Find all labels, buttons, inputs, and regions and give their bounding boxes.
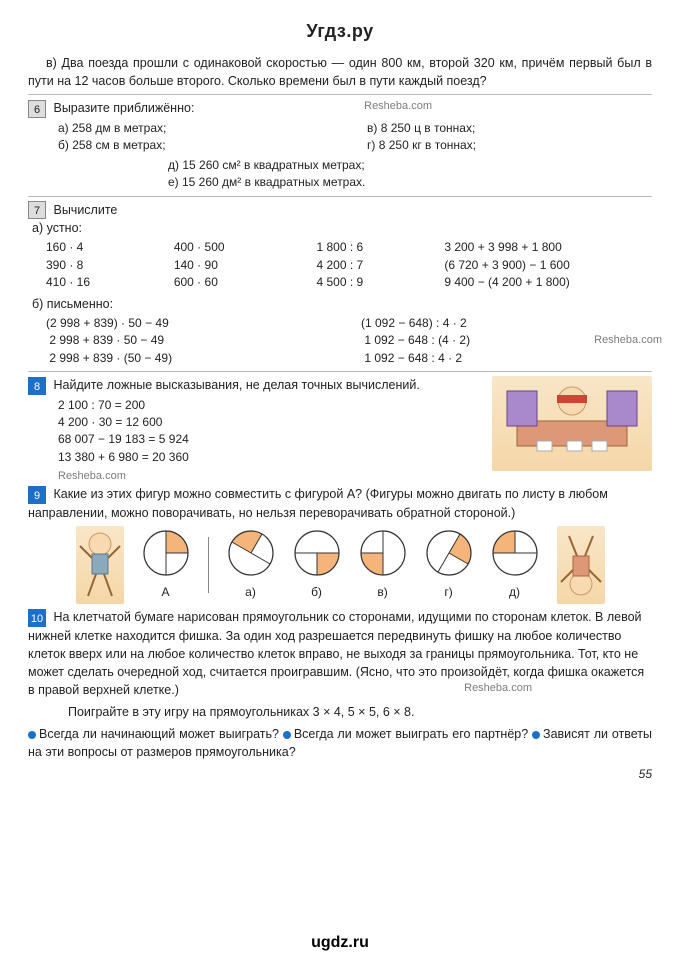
watermark-3: Resheba.com: [58, 470, 126, 482]
problem-6: 6 Выразите приближённо: Resheba.com а) 2…: [28, 99, 652, 191]
site-header: Угдз.ру: [28, 18, 652, 44]
problem-9: 9 Какие из этих фигур можно совместить с…: [28, 485, 652, 522]
p7-a-label: а) устно:: [32, 219, 652, 237]
p7-right: (1 092 − 648) : 4 · 2 1 092 − 648 : (4 ·…: [361, 315, 652, 367]
vertical-bar: [208, 537, 209, 593]
divider: [28, 94, 652, 95]
problem-number-7: 7: [28, 201, 46, 219]
page: Угдз.ру в) Два поезда прошли с одинаково…: [0, 0, 680, 793]
illustration-desk: [492, 376, 652, 471]
circle-row: А а) б) в) г) д): [28, 526, 652, 604]
problem-10: 10 На клетчатой бумаге нарисован прямоуг…: [28, 608, 652, 762]
circle-e: д): [491, 529, 539, 602]
problem-8: 8 Найдите ложные высказывания, не делая …: [28, 376, 652, 485]
bullet-icon: [283, 731, 291, 739]
problem-number-6: 6: [28, 100, 46, 118]
problem-number-8: 8: [28, 377, 46, 395]
circle-d: г): [425, 529, 473, 602]
bullet-icon: [532, 731, 540, 739]
problem-number-9: 9: [28, 486, 46, 504]
circle-a: а): [227, 529, 275, 602]
p7-col1: 160 · 4 390 · 8 410 · 16: [46, 239, 150, 291]
p7-col3: 1 800 : 6 4 200 : 7 4 500 : 9: [317, 239, 421, 291]
illustration-child-left: [76, 526, 124, 604]
p10-text: На клетчатой бумаге нарисован прямоуголь…: [28, 610, 644, 697]
watermark-1: Resheba.com: [364, 99, 432, 115]
p10-play: Поиграйте в эту игру на прямоугольниках …: [28, 703, 652, 721]
problem-number-10: 10: [28, 609, 46, 627]
p7-title: Вычислите: [53, 203, 117, 217]
circle-c: в): [359, 529, 407, 602]
p10-questions: Всегда ли начинающий может выиграть? Все…: [28, 725, 652, 761]
p6-title: Выразите приближённо:: [53, 101, 194, 115]
bullet-icon: [28, 731, 36, 739]
watermark-4: Resheba.com: [464, 681, 532, 697]
site-footer: ugdz.ru: [0, 934, 680, 952]
p6-col3: д) 15 260 см² в квадратных метрах; е) 15…: [168, 157, 652, 192]
illustration-child-right: [557, 526, 605, 604]
divider-2: [28, 196, 652, 197]
p7-left: (2 998 + 839) · 50 − 49 2 998 + 839 · 50…: [46, 315, 337, 367]
p6-col1: а) 258 дм в метрах; б) 258 см в метрах;: [58, 120, 343, 155]
circle-A: А: [142, 529, 190, 602]
p7-col4: 3 200 + 3 998 + 1 800 (6 720 + 3 900) − …: [444, 239, 652, 291]
p7-b-label: б) письменно:: [32, 295, 652, 313]
circle-b: б): [293, 529, 341, 602]
p8-lines: 2 100 : 70 = 200 4 200 · 30 = 12 600 68 …: [58, 397, 484, 467]
p7-col2: 400 · 500 140 · 90 600 · 60: [174, 239, 293, 291]
watermark-2: Resheba.com: [594, 333, 662, 349]
p8-title: Найдите ложные высказывания, не делая то…: [53, 378, 419, 392]
problem-7: 7 Вычислите а) устно: 160 · 4 390 · 8 41…: [28, 201, 652, 367]
divider-3: [28, 371, 652, 372]
problem-v-text: в) Два поезда прошли с одинаковой скорос…: [28, 54, 652, 90]
p9-text: Какие из этих фигур можно совместить с ф…: [28, 487, 608, 520]
page-number: 55: [28, 766, 652, 783]
p6-col2: в) 8 250 ц в тоннах; г) 8 250 кг в тонна…: [367, 120, 652, 155]
